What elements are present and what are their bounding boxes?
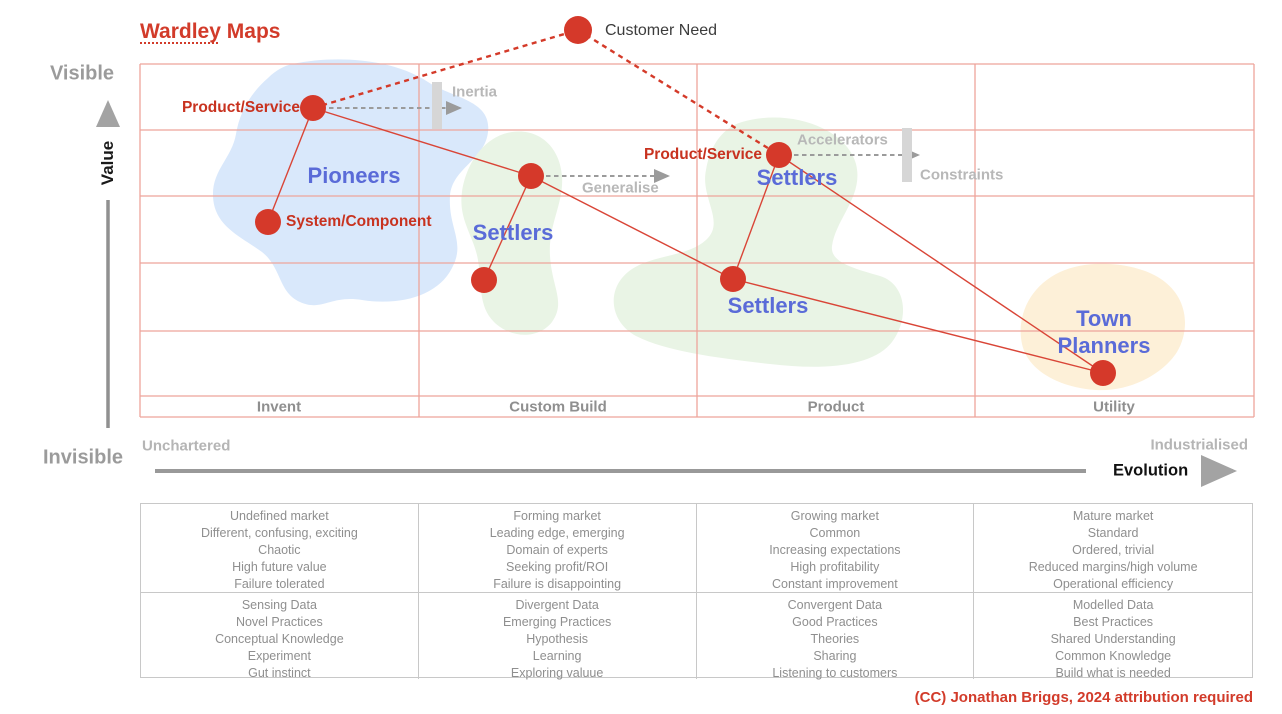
customer-need-links xyxy=(312,28,780,157)
stage-invent: Invent xyxy=(256,398,302,416)
map-nodes xyxy=(255,16,1116,386)
inertia-bar xyxy=(432,82,442,129)
node-system-component xyxy=(255,209,281,235)
constraints-bar xyxy=(902,128,912,182)
node-town-planners xyxy=(1090,360,1116,386)
generalise-label: Generalise xyxy=(582,179,659,197)
table-cell-practice-invent: Sensing Data Novel Practices Conceptual … xyxy=(141,593,419,680)
table-cell-practice-product: Convergent Data Good Practices Theories … xyxy=(697,593,975,680)
town-planners-label: Town Planners xyxy=(1057,306,1151,358)
page-title-word2: Maps xyxy=(226,20,281,43)
evolution-unchartered-label: Unchartered xyxy=(142,437,231,455)
value-chain-links xyxy=(267,107,1104,374)
value-axis-title: Value xyxy=(98,140,117,186)
settlers-custom-build-label: Settlers xyxy=(472,220,554,245)
value-axis-invisible-label: Invisible xyxy=(42,446,124,469)
characteristics-table: Undefined market Different, confusing, e… xyxy=(140,503,1253,680)
town-planners-blob xyxy=(1020,263,1186,391)
value-axis-visible-label: Visible xyxy=(49,62,115,85)
node-custom-build-mid xyxy=(518,163,544,189)
settlers-product-bottom-label: Settlers xyxy=(727,293,809,318)
table-cell-market-invent: Undefined market Different, confusing, e… xyxy=(141,504,419,593)
node-product-service-left xyxy=(300,95,326,121)
product-service-right-label: Product/Service xyxy=(643,146,762,163)
constraints-label: Constraints xyxy=(920,166,1004,184)
product-service-left-label: Product/Service xyxy=(181,99,300,116)
page-title-word1: Wardley xyxy=(140,20,221,43)
evolution-axis-title: Evolution xyxy=(1113,461,1189,480)
system-component-label: System/Component xyxy=(286,213,432,230)
table-cell-market-custom-build: Forming market Leading edge, emerging Do… xyxy=(418,504,697,593)
pioneers-label: Pioneers xyxy=(307,163,401,188)
node-product-service-right xyxy=(766,142,792,168)
accelerators-label: Accelerators xyxy=(797,131,888,149)
evolution-industrialised-label: Industrialised xyxy=(1150,436,1248,454)
stage-utility: Utility xyxy=(1093,398,1135,416)
node-product-low xyxy=(720,266,746,292)
table-cell-practice-custom-build: Divergent Data Emerging Practices Hypoth… xyxy=(419,593,697,680)
attribution-text: (CC) Jonathan Briggs, 2024 attribution r… xyxy=(914,689,1253,706)
inertia-label: Inertia xyxy=(452,83,498,101)
node-customer-need xyxy=(564,16,592,44)
settlers-product-top-label: Settlers xyxy=(756,165,838,190)
movement-arrows xyxy=(329,101,920,183)
stage-product: Product xyxy=(807,398,865,416)
node-custom-build-low xyxy=(471,267,497,293)
stage-custom-build: Custom Build xyxy=(509,398,607,416)
map-grid xyxy=(139,63,1255,418)
table-cell-market-product: Growing market Common Increasing expecta… xyxy=(696,504,975,593)
customer-need-label: Customer Need xyxy=(605,22,718,39)
table-cell-market-utility: Mature market Standard Ordered, trivial … xyxy=(974,504,1252,593)
table-cell-practice-utility: Modelled Data Best Practices Shared Unde… xyxy=(1050,598,1176,680)
page-title: Wardley Maps xyxy=(140,20,280,44)
